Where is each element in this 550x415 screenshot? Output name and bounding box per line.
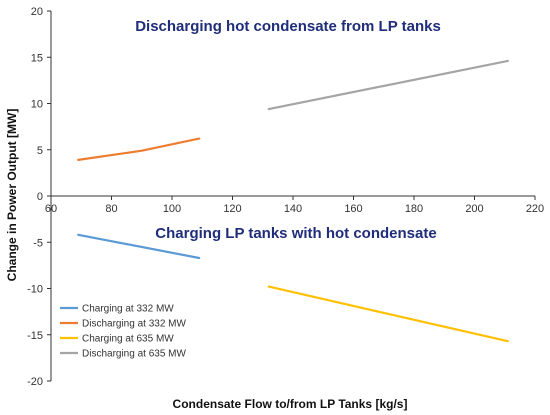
series-line-1 (77, 233, 201, 260)
series-lines (77, 59, 509, 343)
y-tick-label: 15 (31, 52, 43, 64)
y-tick-labels: -20 -15 -10 -5 0 5 10 15 20 (27, 6, 43, 388)
y-tick-label: -10 (27, 284, 43, 296)
series-line-2 (77, 137, 201, 161)
x-tick-label: 220 (526, 203, 544, 215)
legend-label-2: Discharging at 332 MW (82, 319, 186, 330)
axes (47, 10, 536, 382)
legend-label-3: Charging at 635 MW (82, 334, 174, 345)
y-axis-label: Change in Power Output [MW] (5, 109, 19, 282)
x-tick-label: 120 (223, 203, 241, 215)
x-tick-label: 140 (284, 203, 302, 215)
legend-label-1: Charging at 332 MW (82, 304, 174, 315)
series-line-3 (267, 285, 509, 343)
y-tick-label: 20 (31, 6, 43, 18)
legend-label-4: Discharging at 635 MW (82, 349, 186, 360)
annotation-discharging: Discharging hot condensate from LP tanks (135, 18, 441, 35)
x-tick-label: 200 (465, 203, 483, 215)
x-tick-labels: 60 80 100 120 140 160 180 200 220 (45, 203, 544, 215)
y-tick-label: -15 (27, 330, 43, 342)
y-tick-label: -5 (33, 237, 43, 249)
y-tick-label: 5 (37, 145, 43, 157)
legend: Charging at 332 MW Discharging at 332 MW C… (60, 304, 186, 360)
y-tick-label: 0 (37, 191, 43, 203)
series-line-4 (267, 59, 509, 111)
annotation-charging: Charging LP tanks with hot condensate (155, 225, 436, 242)
x-axis-label: Condensate Flow to/from LP Tanks [kg/s] (173, 397, 408, 411)
x-tick-label: 180 (405, 203, 423, 215)
x-tick-label: 160 (344, 203, 362, 215)
x-tick-label: 100 (163, 203, 181, 215)
y-tick-label: 10 (31, 99, 43, 111)
y-tick-label: -20 (27, 376, 43, 388)
x-tick-label: 80 (105, 203, 117, 215)
